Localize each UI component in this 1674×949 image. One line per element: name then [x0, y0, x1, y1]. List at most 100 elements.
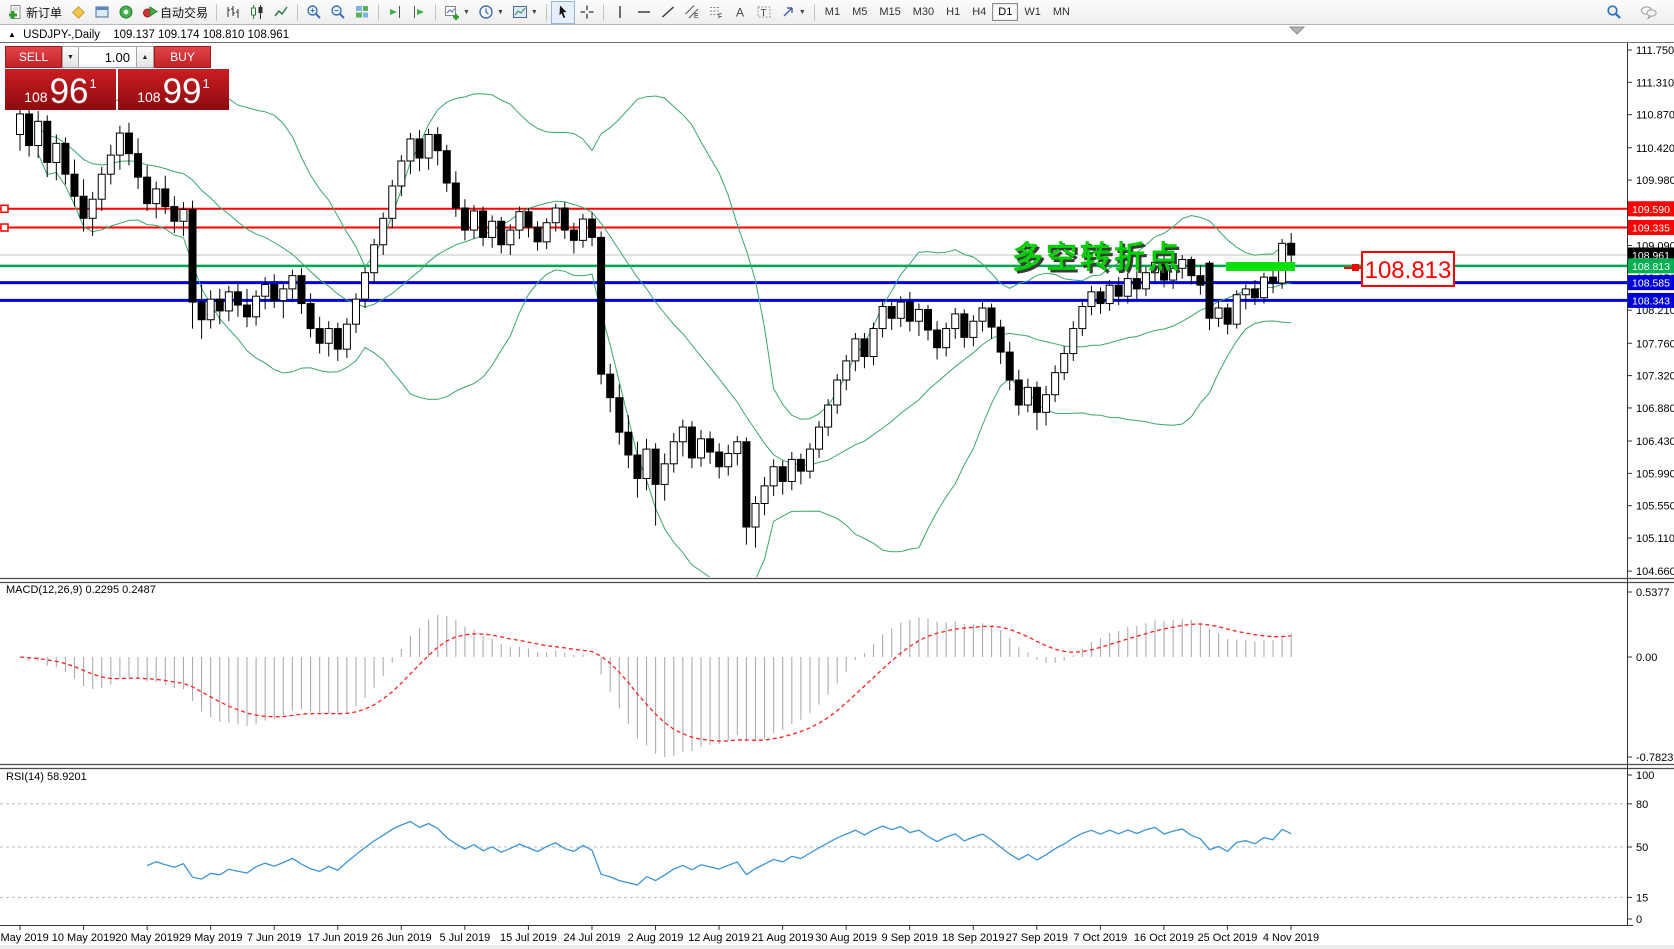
- fibonacci-icon: F: [708, 4, 724, 20]
- text-button[interactable]: A: [728, 1, 752, 24]
- zoom-in-icon: [306, 4, 322, 20]
- tile-windows-button[interactable]: [350, 1, 374, 24]
- caret-up-icon: ▲: [141, 53, 149, 61]
- new-chart-button[interactable]: ▼: [440, 1, 474, 24]
- date-tick-label: 30 Aug 2019: [815, 932, 877, 944]
- arrows-icon: [780, 4, 796, 20]
- chevron-down-icon: ▼: [496, 8, 504, 16]
- price-tick-label: 111.750: [1636, 45, 1674, 57]
- sell-price-box[interactable]: 108 96 1: [5, 69, 116, 110]
- period-button-m1[interactable]: M1: [824, 6, 841, 18]
- volume-input[interactable]: [79, 46, 137, 68]
- price-callout[interactable]: 108.813: [1361, 251, 1455, 287]
- text-label-icon: T: [756, 4, 772, 20]
- horizontal-line-icon: [636, 4, 652, 20]
- chevron-down-icon: ▼: [530, 8, 538, 16]
- line-anchor-marker[interactable]: [0, 204, 9, 214]
- cursor-button[interactable]: [550, 0, 575, 24]
- period-button-m30[interactable]: M30: [912, 6, 935, 18]
- annotation-shadow: 多空转折点: [1015, 243, 1185, 278]
- svg-text:A: A: [736, 6, 744, 20]
- chevron-down-icon: ▼: [463, 8, 470, 16]
- date-tick-label: 17 Jun 2019: [307, 932, 368, 944]
- text-label-button[interactable]: T: [752, 1, 776, 24]
- crosshair-button[interactable]: [575, 1, 599, 24]
- channel-button[interactable]: E: [680, 1, 704, 24]
- bar-chart-button[interactable]: [221, 1, 245, 24]
- data-window-button[interactable]: [90, 1, 114, 24]
- period-button-h1[interactable]: H1: [946, 6, 961, 18]
- volume-decrease-button[interactable]: ▼: [62, 46, 79, 68]
- line-anchor-marker[interactable]: [0, 223, 9, 232]
- turning-point-annotation[interactable]: 多空转折点: [1012, 240, 1182, 275]
- text-icon: A: [732, 4, 748, 20]
- vertical-line-button[interactable]: [608, 1, 632, 24]
- price-chip-label: 109.335: [1632, 223, 1670, 235]
- autotrading-button[interactable]: 自动交易: [138, 1, 212, 24]
- candlestick-button[interactable]: [245, 1, 269, 24]
- period-button-w1[interactable]: W1: [1024, 6, 1041, 18]
- fibonacci-button[interactable]: F: [704, 1, 728, 24]
- buy-button[interactable]: BUY: [154, 46, 211, 68]
- chart-shift-button[interactable]: [383, 1, 407, 24]
- navigator-button[interactable]: [114, 1, 138, 24]
- date-tick-label: 18 Sep 2019: [942, 932, 1004, 944]
- search-button[interactable]: [1602, 1, 1626, 24]
- volume-increase-button[interactable]: ▲: [137, 46, 154, 68]
- toolbar-separator: [297, 3, 299, 21]
- period-button-m5[interactable]: M5: [852, 6, 868, 18]
- toolbar-separator: [602, 3, 604, 21]
- price-tick-label: 111.310: [1636, 77, 1674, 89]
- price-chip: [1628, 220, 1674, 236]
- buy-price-main: 99: [162, 72, 202, 111]
- toolbar-separator: [813, 3, 815, 21]
- navigator-icon: [118, 4, 134, 20]
- vertical-line-icon: [612, 4, 628, 20]
- data-window-icon: [94, 4, 110, 20]
- macd-axis-label: 0.00: [1636, 652, 1657, 664]
- bollinger-bands: [37, 90, 1292, 577]
- auto-scroll-button[interactable]: [407, 1, 431, 24]
- symbol-name: USDJPY-,Daily: [23, 29, 101, 41]
- market-watch-button[interactable]: [66, 1, 90, 24]
- pivot-highlight-bar[interactable]: [1226, 262, 1295, 271]
- date-tick-label: 2 Aug 2019: [628, 932, 684, 944]
- chart-type-button[interactable]: ▼: [508, 1, 542, 24]
- period-button-m15[interactable]: M15: [879, 6, 901, 18]
- collapse-triangle-icon[interactable]: ▲: [8, 30, 16, 39]
- rsi-axis-label: 100: [1636, 770, 1654, 782]
- period-button-mn[interactable]: MN: [1052, 6, 1070, 18]
- rsi-axis-label: 0: [1636, 914, 1642, 926]
- new-order-button[interactable]: 新订单: [4, 1, 66, 24]
- toolbar-separator: [378, 3, 380, 21]
- new-chart-icon: [444, 4, 460, 20]
- line-chart-button[interactable]: [269, 1, 293, 24]
- line-chart-icon: [273, 4, 289, 20]
- bollinger-lower: [37, 153, 1292, 577]
- macd-axis-label: -0.7823: [1636, 752, 1673, 764]
- buy-price-box[interactable]: 108 99 1: [118, 69, 229, 110]
- chart-shift-marker[interactable]: [1288, 26, 1306, 35]
- trendline-button[interactable]: [656, 1, 680, 24]
- price-chip: [1628, 201, 1674, 217]
- zoom-in-button[interactable]: [302, 1, 326, 24]
- trendline-icon: [660, 4, 676, 20]
- price-tick-label: 104.660: [1636, 566, 1674, 578]
- period-button-h4[interactable]: H4: [972, 6, 987, 18]
- caret-down-icon: ▼: [67, 53, 74, 61]
- zoom-out-button[interactable]: [326, 1, 350, 24]
- autotrading-label: 自动交易: [160, 5, 209, 20]
- sell-button[interactable]: SELL: [5, 46, 62, 68]
- period-button-d1[interactable]: D1: [992, 3, 1019, 21]
- sell-price-prefix: 108: [24, 89, 48, 105]
- chat-button[interactable]: [1636, 1, 1662, 24]
- price-tick-label: 110.420: [1636, 143, 1674, 155]
- main-toolbar: 新订单 自动交易 ▼ ▼: [0, 0, 1674, 25]
- date-tick-label: 25 Oct 2019: [1197, 932, 1257, 944]
- macd-histogram: [28, 614, 1292, 757]
- buy-price-pip: 1: [202, 76, 210, 91]
- periods-button[interactable]: ▼: [474, 1, 508, 24]
- horizontal-line-button[interactable]: [632, 1, 656, 24]
- arrows-button[interactable]: ▼: [776, 1, 810, 24]
